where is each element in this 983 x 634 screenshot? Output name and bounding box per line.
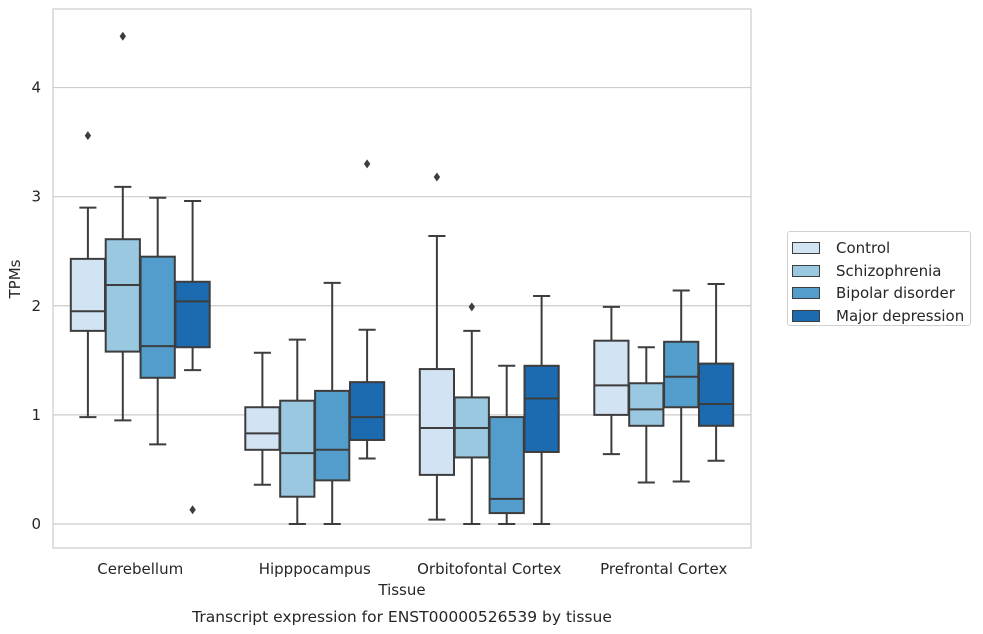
x-axis-label: Tissue — [377, 581, 425, 599]
box-major-depression — [174, 200, 211, 515]
iqr-box — [628, 382, 665, 427]
x-tick-label: Orbitofontal Cortex — [417, 560, 561, 578]
box-bipolar-disorder — [488, 364, 525, 525]
x-tick-label: Hipppocampus — [259, 560, 371, 578]
box-schizophrenia — [628, 346, 665, 484]
outlier-marker — [363, 159, 371, 169]
box-major-depression — [523, 294, 560, 525]
legend: Control Schizophrenia Bipolar disorder Majo… — [787, 231, 971, 326]
legend-swatch — [792, 242, 820, 255]
iqr-box — [279, 399, 316, 498]
outlier-marker — [119, 31, 126, 41]
box-control — [69, 131, 107, 419]
legend-swatch — [792, 309, 820, 322]
iqr-box — [663, 340, 700, 409]
iqr-box — [488, 416, 525, 515]
x-tick-label: Prefrontal Cortex — [600, 560, 727, 578]
box-schizophrenia — [453, 302, 490, 525]
outlier-marker — [433, 172, 441, 182]
y-tick-label: 2 — [31, 297, 41, 315]
iqr-box — [523, 364, 560, 453]
box-control — [244, 351, 281, 486]
iqr-box — [139, 255, 176, 379]
legend-item: Bipolar disorder — [792, 282, 970, 305]
legend-swatch — [792, 287, 820, 300]
legend-item: Major depression — [792, 305, 970, 328]
legend-label: Bipolar disorder — [836, 284, 955, 303]
iqr-box — [174, 280, 211, 349]
x-tick-labels: Cerebellum Hipppocampus Orbitofontal Corte… — [97, 560, 727, 578]
iqr-box — [244, 406, 281, 451]
box-control — [593, 305, 630, 456]
box-major-depression — [348, 159, 386, 460]
legend-item: Control — [792, 237, 970, 260]
iqr-box — [69, 257, 107, 332]
legend-item: Schizophrenia — [792, 260, 970, 283]
iqr-box — [593, 339, 630, 416]
box-schizophrenia — [104, 31, 141, 422]
x-tick-label: Cerebellum — [97, 560, 183, 578]
iqr-box — [697, 362, 735, 427]
box-bipolar-disorder — [139, 196, 176, 446]
legend-label: Major depression — [836, 306, 965, 325]
iqr-box — [348, 381, 386, 441]
chart-title: Transcript expression for ENST0000052653… — [191, 608, 612, 626]
y-axis-label: TPMs — [6, 259, 24, 299]
plot-frame — [52, 8, 752, 549]
outlier-marker — [84, 131, 92, 141]
y-tick-label: 3 — [31, 188, 41, 206]
legend-label: Control — [836, 239, 891, 258]
box-groups — [69, 31, 735, 525]
y-tick-labels: 0 1 2 3 4 — [31, 79, 41, 533]
y-tick-label: 0 — [31, 515, 41, 533]
box-bipolar-disorder — [663, 289, 700, 483]
y-tick-label: 4 — [31, 79, 41, 97]
outlier-marker — [189, 505, 196, 515]
iqr-box — [104, 238, 141, 353]
y-tick-label: 1 — [31, 406, 41, 424]
box-bipolar-disorder — [314, 281, 351, 525]
outlier-marker — [468, 302, 475, 312]
iqr-box — [418, 368, 456, 476]
box-schizophrenia — [279, 338, 316, 525]
legend-swatch — [792, 264, 820, 277]
legend-label: Schizophrenia — [836, 261, 942, 280]
iqr-box — [314, 389, 351, 482]
box-control — [418, 172, 456, 521]
box-major-depression — [697, 282, 735, 462]
